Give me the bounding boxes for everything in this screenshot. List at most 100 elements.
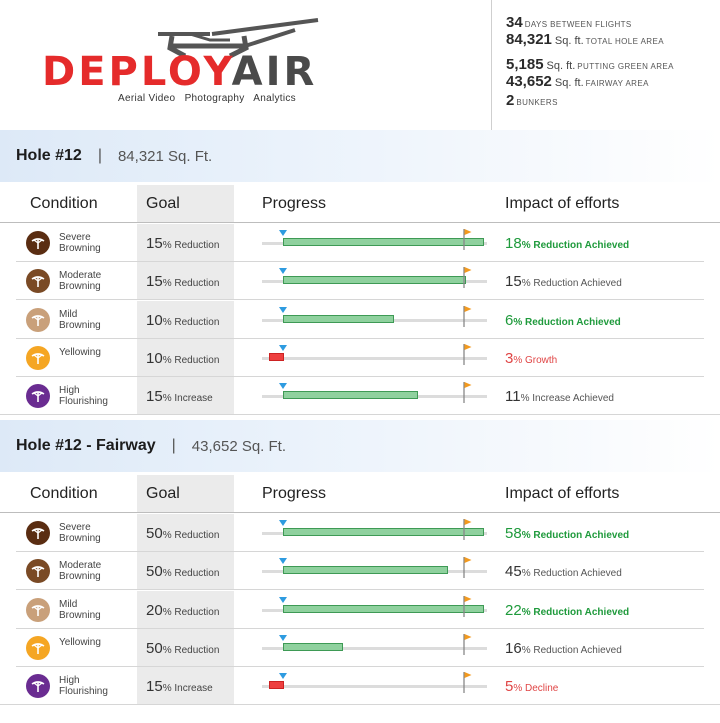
goal-value: 10% Reduction (146, 350, 219, 368)
condition-row: Mild Browning 20% Reduction 22% Reduction A… (0, 591, 720, 629)
high-flourishing-icon (26, 674, 50, 698)
baseline-marker-icon (279, 345, 287, 351)
stat-item: 84,321 Sq. ft. TOTAL HOLE AREA (506, 31, 720, 48)
goal-flag-icon (463, 343, 472, 365)
impact-value: 6% Reduction Achieved (505, 312, 621, 330)
stat-unit: Sq. ft. (555, 77, 584, 89)
baseline-marker-icon (279, 268, 287, 274)
condition-label: Severe Browning (59, 522, 129, 544)
stat-value: 34 (506, 14, 523, 31)
condition-label: Yellowing (59, 347, 129, 358)
progress-fill (283, 315, 394, 323)
col-condition: Condition (30, 195, 98, 213)
goal-flag-icon (463, 228, 472, 250)
goal-flag-icon (463, 671, 472, 693)
baseline-marker-icon (279, 307, 287, 313)
goal-value: 15% Increase (146, 388, 213, 406)
flight-stats-panel: 34 DAYS BETWEEN FLIGHTS 84,321 Sq. ft. TOTAL… (491, 0, 720, 130)
stat-value: 84,321 (506, 31, 552, 48)
stat-label: BUNKERS (516, 98, 557, 107)
progress-fill (283, 605, 484, 613)
stat-value: 5,185 (506, 56, 544, 73)
yellowing-icon (26, 346, 50, 370)
condition-row: Moderate Browning 50% Reduction 45% Reducti… (0, 552, 720, 590)
severe-browning-icon (26, 521, 50, 545)
condition-label: High Flourishing (59, 675, 129, 697)
section-separator: | (172, 437, 176, 455)
column-header-row: Condition Goal Progress Impact of efforts (0, 185, 720, 223)
report-header: DEPLOYAIR Aerial Video Photography Analy… (0, 0, 720, 130)
section-area: 84,321 Sq. Ft. (118, 148, 212, 165)
brand-y: Y (203, 49, 231, 95)
progress-fill (283, 238, 484, 246)
impact-value: 5% Decline (505, 678, 558, 696)
condition-row: Yellowing 10% Reduction 3% Growth (0, 339, 720, 377)
impact-value: 18% Reduction Achieved (505, 235, 629, 253)
goal-flag-icon (463, 556, 472, 578)
impact-value: 3% Growth (505, 350, 557, 368)
yellowing-icon (26, 636, 50, 660)
baseline-marker-icon (279, 383, 287, 389)
goal-flag-icon (463, 305, 472, 327)
progress-fill (283, 276, 466, 284)
baseline-marker-icon (279, 230, 287, 236)
goal-value: 15% Reduction (146, 273, 219, 291)
condition-label: Yellowing (59, 637, 129, 648)
progress-fill-negative (269, 353, 284, 361)
col-goal: Goal (146, 195, 180, 213)
stat-unit: Sq. ft. (555, 35, 584, 47)
stat-item: 43,652 Sq. ft. FAIRWAY AREA (506, 73, 720, 90)
condition-label: High Flourishing (59, 385, 129, 407)
impact-value: 16% Reduction Achieved (505, 640, 622, 658)
goal-value: 10% Reduction (146, 312, 219, 330)
goal-value: 15% Increase (146, 678, 213, 696)
progress-fill (283, 566, 448, 574)
section-title: Hole #12 (16, 147, 82, 165)
condition-label: Mild Browning (59, 309, 129, 331)
baseline-marker-icon (279, 520, 287, 526)
moderate-browning-icon (26, 559, 50, 583)
moderate-browning-icon (26, 269, 50, 293)
progress-track (262, 357, 487, 360)
condition-label: Mild Browning (59, 599, 129, 621)
goal-value: 50% Reduction (146, 563, 219, 581)
col-impact: Impact of efforts (505, 485, 619, 503)
baseline-marker-icon (279, 558, 287, 564)
section-separator: | (98, 147, 102, 165)
goal-flag-icon (463, 595, 472, 617)
stat-label: DAYS BETWEEN FLIGHTS (525, 20, 632, 29)
stat-label: FAIRWAY AREA (586, 79, 649, 88)
condition-row: Mild Browning 10% Reduction 6% Reduction Ac… (0, 301, 720, 339)
severe-browning-icon (26, 231, 50, 255)
progress-track (262, 685, 487, 688)
condition-label: Severe Browning (59, 232, 129, 254)
impact-value: 11% Increase Achieved (505, 388, 614, 406)
condition-row: High Flourishing 15% Increase 11% Increase … (0, 377, 720, 415)
condition-label: Moderate Browning (59, 270, 129, 292)
section-area: 43,652 Sq. Ft. (192, 438, 286, 455)
progress-fill (283, 528, 484, 536)
impact-value: 22% Reduction Achieved (505, 602, 629, 620)
stat-label: TOTAL HOLE AREA (586, 37, 664, 46)
stat-item: 5,185 Sq. ft. PUTTING GREEN AREA (506, 56, 720, 73)
goal-flag-icon (463, 381, 472, 403)
condition-row: Severe Browning 15% Reduction 18% Reduction… (0, 224, 720, 262)
brand-depl: DEPL (42, 49, 168, 95)
goal-flag-icon (463, 518, 472, 540)
col-goal: Goal (146, 485, 180, 503)
progress-fill (283, 391, 418, 399)
col-condition: Condition (30, 485, 98, 503)
baseline-marker-icon (279, 673, 287, 679)
goal-value: 50% Reduction (146, 640, 219, 658)
condition-label: Moderate Browning (59, 560, 129, 582)
impact-value: 15% Reduction Achieved (505, 273, 622, 291)
impact-value: 45% Reduction Achieved (505, 563, 622, 581)
condition-row: High Flourishing 15% Increase 5% Decline (0, 667, 720, 705)
goal-value: 15% Reduction (146, 235, 219, 253)
col-progress: Progress (262, 485, 326, 503)
brand-o: O (168, 49, 204, 95)
stat-value: 43,652 (506, 73, 552, 90)
progress-fill-negative (269, 681, 284, 689)
condition-row: Severe Browning 50% Reduction 58% Reduction… (0, 514, 720, 552)
goal-value: 50% Reduction (146, 525, 219, 543)
